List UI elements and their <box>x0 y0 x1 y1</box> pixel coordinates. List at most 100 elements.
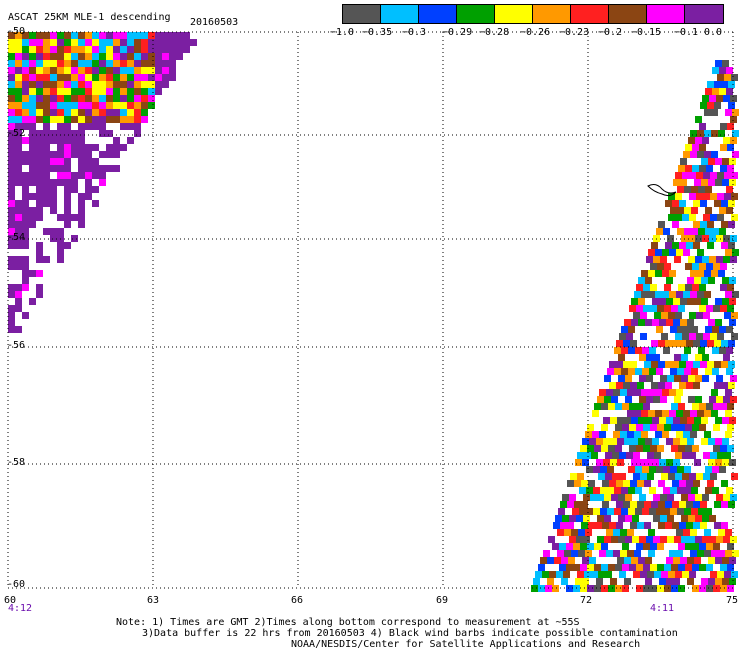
data-cell <box>29 151 36 158</box>
data-cell <box>703 333 710 340</box>
data-cell <box>560 501 567 508</box>
data-cell <box>630 361 637 368</box>
data-cell <box>677 207 684 214</box>
data-cell <box>78 67 85 74</box>
data-cell <box>85 144 92 151</box>
data-cell <box>578 529 585 536</box>
data-cell <box>43 39 50 46</box>
data-cell <box>50 53 57 60</box>
data-cell <box>571 550 578 557</box>
data-cell <box>581 501 588 508</box>
data-cell <box>691 368 698 375</box>
data-cell <box>574 480 581 487</box>
data-cell <box>626 452 633 459</box>
data-cell <box>64 214 71 221</box>
colorbar-tick-label: −0.2 <box>598 27 623 38</box>
data-cell <box>665 221 672 228</box>
data-cell <box>113 144 120 151</box>
data-cell <box>556 571 563 578</box>
data-cell <box>22 207 29 214</box>
data-cell <box>120 88 127 95</box>
data-cell <box>588 501 595 508</box>
data-cell <box>71 32 78 39</box>
data-cell <box>669 529 676 536</box>
data-cell <box>598 473 605 480</box>
data-cell <box>634 431 641 438</box>
data-cell <box>36 46 43 53</box>
data-cell <box>670 228 677 235</box>
colorbar-tick-labels: −1.0 −0.35 −0.3 −0.29 −0.28 −0.26 −0.23 −0.2 −0.… <box>330 27 730 39</box>
data-cell <box>660 354 667 361</box>
data-cell <box>550 529 557 536</box>
data-cell <box>702 375 709 382</box>
data-cell <box>71 172 78 179</box>
data-cell <box>8 95 15 102</box>
data-cell <box>99 88 106 95</box>
data-cell <box>704 389 711 396</box>
data-cell <box>730 235 737 242</box>
data-cell <box>637 340 644 347</box>
data-cell <box>127 81 134 88</box>
data-cell <box>655 550 662 557</box>
data-cell <box>707 340 714 347</box>
data-cell <box>685 424 692 431</box>
data-cell <box>169 53 176 60</box>
data-cell <box>730 515 737 522</box>
data-cell <box>631 298 638 305</box>
data-cell <box>614 487 621 494</box>
data-cell <box>99 74 106 81</box>
data-cell <box>575 557 582 564</box>
data-cell <box>731 473 738 480</box>
data-cell <box>29 81 36 88</box>
data-cell <box>566 585 573 592</box>
data-cell <box>29 116 36 123</box>
data-cell <box>622 564 629 571</box>
data-cell <box>64 172 71 179</box>
data-cell <box>15 284 22 291</box>
data-cell <box>661 312 668 319</box>
data-cell <box>714 501 721 508</box>
data-cell <box>732 270 739 277</box>
data-cell <box>694 438 701 445</box>
data-cell <box>621 487 628 494</box>
data-cell <box>664 305 671 312</box>
data-cell <box>134 74 141 81</box>
data-cell <box>599 431 606 438</box>
data-cell <box>642 508 649 515</box>
data-cell <box>682 172 689 179</box>
data-cell <box>622 445 629 452</box>
data-cell <box>593 466 600 473</box>
lat-label: -58 <box>7 457 26 468</box>
data-cell <box>704 270 711 277</box>
data-cell <box>667 396 674 403</box>
data-cell <box>708 438 715 445</box>
data-cell <box>700 361 707 368</box>
data-cell <box>719 207 726 214</box>
data-cell <box>71 102 78 109</box>
data-cell <box>597 396 604 403</box>
data-cell <box>656 368 663 375</box>
data-cell <box>710 452 717 459</box>
data-cell <box>731 452 738 459</box>
data-cell <box>698 228 705 235</box>
data-cell <box>680 438 687 445</box>
data-cell <box>632 354 639 361</box>
data-cell <box>78 158 85 165</box>
data-cell <box>642 347 649 354</box>
data-cell <box>597 536 604 543</box>
data-cell <box>713 123 720 130</box>
data-cell <box>687 158 694 165</box>
data-cell <box>724 473 731 480</box>
data-cell <box>606 410 613 417</box>
data-cell <box>71 81 78 88</box>
data-cell <box>113 60 120 67</box>
data-cell <box>722 438 729 445</box>
data-cell <box>729 179 736 186</box>
data-cell <box>708 158 715 165</box>
data-cell <box>43 95 50 102</box>
data-cell <box>57 228 64 235</box>
data-cell <box>85 32 92 39</box>
data-cell <box>646 256 653 263</box>
data-cell <box>92 172 99 179</box>
data-cell <box>661 571 668 578</box>
